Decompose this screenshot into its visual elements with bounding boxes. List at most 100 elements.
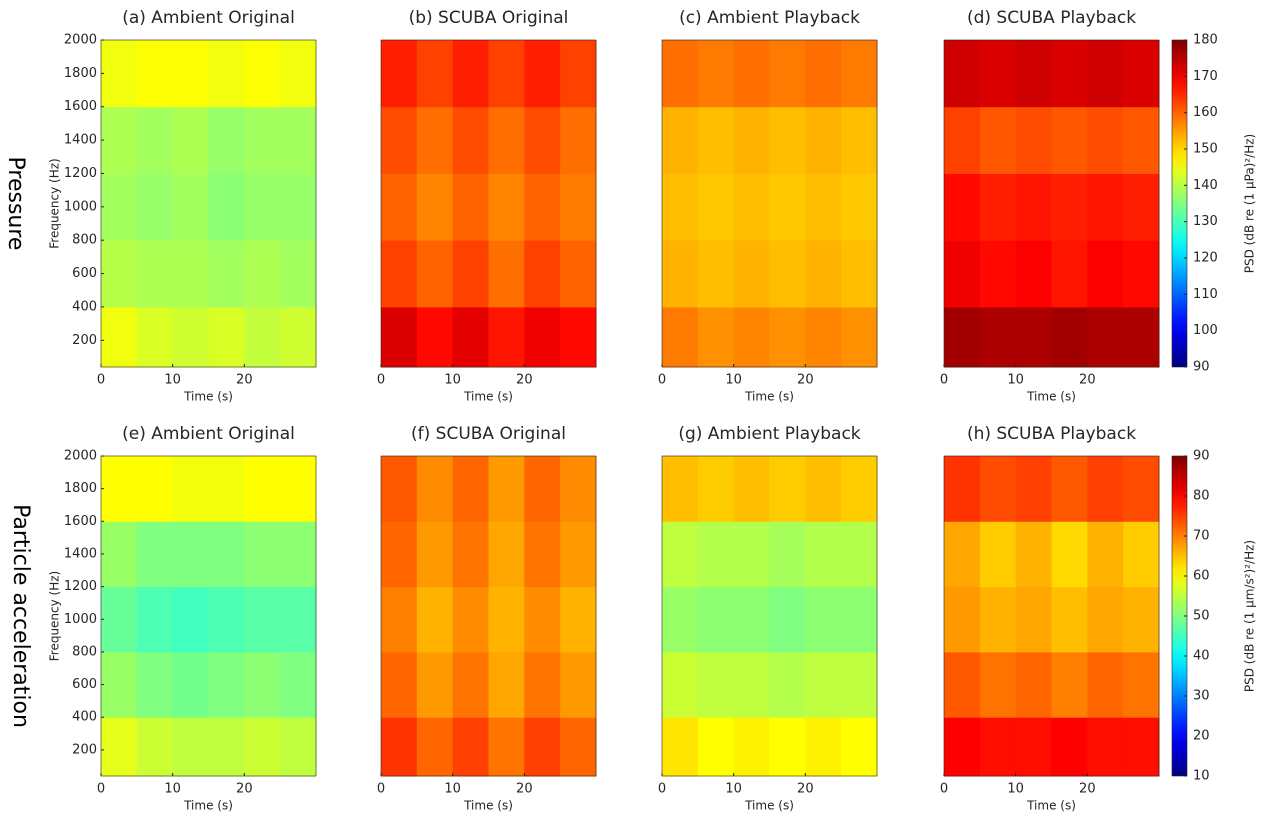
- heat-cell: [416, 456, 454, 522]
- y-tick-label: 600: [72, 677, 97, 692]
- heat-cell: [805, 651, 842, 718]
- x-axis-label: Time (s): [183, 799, 233, 813]
- x-tick-label: 20: [516, 373, 533, 388]
- heat-cell: [1051, 651, 1088, 718]
- heat-cell: [979, 651, 1017, 718]
- heat-cell: [280, 521, 317, 588]
- heat-cell: [452, 521, 489, 588]
- heat-cell: [1123, 651, 1160, 718]
- heat-cell: [841, 717, 878, 777]
- heat-cell: [244, 106, 281, 174]
- heat-cell: [280, 586, 317, 653]
- heat-cell: [769, 240, 806, 308]
- heat-cell: [172, 40, 209, 108]
- colorbar-tick-label: 40: [1193, 649, 1210, 664]
- heat-cell: [979, 717, 1017, 777]
- y-axis-label: Frequency (Hz): [48, 571, 62, 662]
- heat-cell: [101, 651, 138, 718]
- x-axis-label: Time (s): [183, 390, 233, 404]
- y-tick-label: 1600: [64, 99, 97, 114]
- heat-cell: [1087, 586, 1124, 653]
- heat-cell: [944, 456, 981, 522]
- y-tick-label: 1400: [64, 546, 97, 561]
- heat-cell: [805, 240, 842, 308]
- heat-cell: [1051, 456, 1088, 522]
- colorbar: [1171, 39, 1188, 368]
- colorbar-tick-label: 170: [1193, 69, 1218, 84]
- heat-cell: [560, 306, 597, 368]
- heat-cell: [662, 40, 699, 108]
- heat-cell: [979, 306, 1017, 368]
- heat-cell: [805, 306, 842, 368]
- heat-cell: [733, 173, 770, 241]
- heat-cell: [136, 173, 174, 241]
- x-tick-label: 0: [97, 373, 105, 388]
- heat-cell: [979, 456, 1017, 522]
- heat-cell: [1123, 40, 1160, 108]
- heat-cell: [101, 717, 138, 777]
- heat-cell: [280, 456, 317, 522]
- heat-cell: [280, 240, 317, 308]
- panel-title: (a) Ambient Original: [122, 8, 295, 28]
- heat-cell: [452, 173, 489, 241]
- heat-cell: [452, 240, 489, 308]
- y-axis-label: Frequency (Hz): [48, 158, 62, 249]
- heat-cell: [1051, 306, 1088, 368]
- heat-cell: [662, 651, 699, 718]
- heat-cell: [805, 40, 842, 108]
- heat-cell: [524, 40, 561, 108]
- heat-cell: [841, 651, 878, 718]
- heat-cell: [944, 521, 981, 588]
- heat-cell: [1123, 456, 1160, 522]
- heat-cell: [662, 456, 699, 522]
- heat-cell: [416, 651, 454, 718]
- colorbar-label: PSD (dB re (1 μPa)²/Hz): [1243, 134, 1257, 273]
- heat-cell: [381, 651, 418, 718]
- heat-cell: [452, 40, 489, 108]
- heat-cell: [101, 586, 138, 653]
- heat-cell: [244, 651, 281, 718]
- heat-cell: [488, 173, 525, 241]
- colorbar-tick-label: 80: [1193, 489, 1210, 504]
- x-tick-label: 10: [1007, 373, 1024, 388]
- heat-cell: [208, 521, 245, 588]
- heat-cell: [944, 651, 981, 718]
- x-tick-label: 20: [1079, 373, 1096, 388]
- heat-cell: [172, 521, 209, 588]
- heat-cell: [524, 173, 561, 241]
- heat-cell: [733, 456, 770, 522]
- heat-cell: [560, 40, 597, 108]
- heat-cell: [805, 717, 842, 777]
- heat-cell: [1015, 240, 1052, 308]
- x-axis-label: Time (s): [1026, 390, 1076, 404]
- heat-cell: [280, 40, 317, 108]
- x-axis-label: Time (s): [744, 799, 794, 813]
- heat-cell: [944, 173, 981, 241]
- heat-cell: [1087, 106, 1124, 174]
- axes-box: [661, 455, 878, 777]
- panel-title: (c) Ambient Playback: [679, 8, 860, 28]
- heat-cell: [841, 40, 878, 108]
- heat-cell: [979, 40, 1017, 108]
- heat-cell: [697, 717, 735, 777]
- colorbar-tick-label: 140: [1193, 178, 1218, 193]
- heat-cell: [733, 106, 770, 174]
- heat-cell: [841, 106, 878, 174]
- heat-cell: [381, 521, 418, 588]
- heat-cell: [1051, 106, 1088, 174]
- x-axis-label: Time (s): [1026, 799, 1076, 813]
- colorbar-tick-label: 60: [1193, 569, 1210, 584]
- heat-cell: [208, 173, 245, 241]
- heat-cell: [524, 651, 561, 718]
- heat-cell: [769, 106, 806, 174]
- heat-cell: [697, 651, 735, 718]
- heat-cell: [244, 306, 281, 368]
- heat-cell: [452, 456, 489, 522]
- heat-cell: [101, 106, 138, 174]
- y-tick-label: 1800: [64, 66, 97, 81]
- heat-cell: [697, 173, 735, 241]
- heat-cell: [208, 40, 245, 108]
- heat-cell: [1123, 306, 1160, 368]
- heat-cell: [488, 40, 525, 108]
